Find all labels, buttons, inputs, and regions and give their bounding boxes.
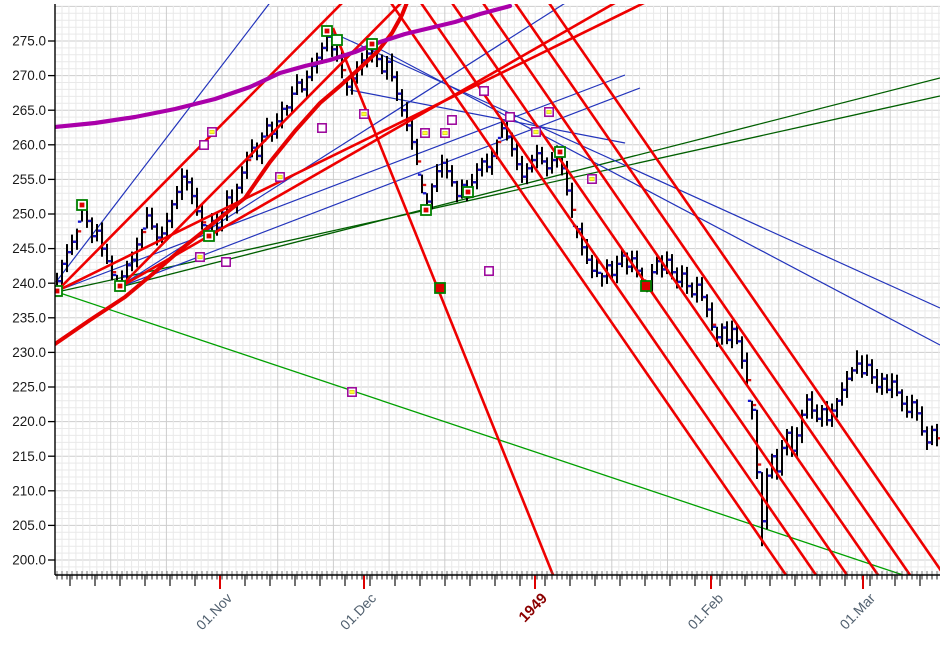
line-anchor-marker[interactable] (221, 257, 231, 267)
line-anchor-marker[interactable] (447, 115, 457, 125)
y-axis-label: 260.0 (12, 137, 46, 152)
y-axis-label: 250.0 (12, 207, 46, 222)
line-anchor-marker[interactable] (207, 127, 217, 137)
x-axis-date-label: 01.Mar (836, 590, 878, 633)
line-anchor-marker[interactable] (359, 109, 369, 119)
y-axis-label: 225.0 (12, 380, 46, 395)
line-anchor-marker[interactable] (199, 140, 209, 150)
y-axis-label: 245.0 (12, 241, 46, 256)
pivot-marker[interactable] (321, 25, 333, 37)
line-anchor-marker[interactable] (544, 107, 554, 117)
pivot-marker[interactable] (76, 199, 88, 211)
x-axis: 01.Nov 01.Dec 1949 01.Feb 01.Mar (56, 571, 938, 633)
y-axis-label: 230.0 (12, 345, 46, 360)
line-anchor-marker[interactable] (479, 86, 489, 96)
pivot-marker[interactable] (366, 38, 378, 50)
purple-moving-average-curve[interactable] (55, 4, 513, 130)
y-axis-label: 235.0 (12, 310, 46, 325)
y-axis-label: 215.0 (12, 449, 46, 464)
y-axis-label: 255.0 (12, 172, 46, 187)
line-anchor-marker[interactable] (505, 112, 515, 122)
y-axis-label: 205.0 (12, 518, 46, 533)
line-anchor-marker[interactable] (484, 266, 494, 276)
x-axis-date-label: 01.Nov (193, 590, 235, 633)
line-anchor-marker[interactable] (587, 174, 597, 184)
pivot-marker[interactable] (420, 204, 432, 216)
pivot-marker[interactable] (52, 285, 63, 297)
line-anchor-marker[interactable] (317, 123, 327, 133)
y-axis: 275.0 270.0 265.0 260.0 255.0 250.0 245.0 240.0… (12, 4, 940, 576)
x-axis-date-label: 1949 (515, 590, 550, 626)
grid (55, 5, 940, 575)
pivot-marker[interactable] (114, 280, 126, 292)
line-anchor-marker[interactable] (275, 172, 285, 182)
pivot-marker[interactable] (434, 282, 446, 294)
x-axis-date-label: 01.Dec (337, 590, 379, 633)
y-axis-label: 265.0 (12, 103, 46, 118)
y-axis-label: 210.0 (12, 483, 46, 498)
y-axis-label: 275.0 (12, 34, 46, 49)
pivot-marker[interactable] (203, 230, 215, 242)
pivot-marker[interactable] (640, 280, 652, 292)
line-anchor-marker[interactable] (531, 127, 541, 137)
red-fan-trendline[interactable] (56, 0, 940, 575)
x-axis-date-label: 01.Feb (684, 590, 726, 633)
line-anchor-marker[interactable] (440, 128, 450, 138)
y-axis-label: 270.0 (12, 68, 46, 83)
pivot-marker[interactable] (331, 34, 343, 46)
pivot-marker[interactable] (554, 146, 566, 158)
y-axis-label: 220.0 (12, 414, 46, 429)
line-anchor-marker[interactable] (195, 252, 205, 262)
y-axis-label: 240.0 (12, 276, 46, 291)
y-axis-label: 200.0 (12, 553, 46, 568)
line-anchor-marker[interactable] (347, 387, 357, 397)
line-anchor-marker[interactable] (420, 128, 430, 138)
pivot-marker[interactable] (462, 186, 474, 198)
